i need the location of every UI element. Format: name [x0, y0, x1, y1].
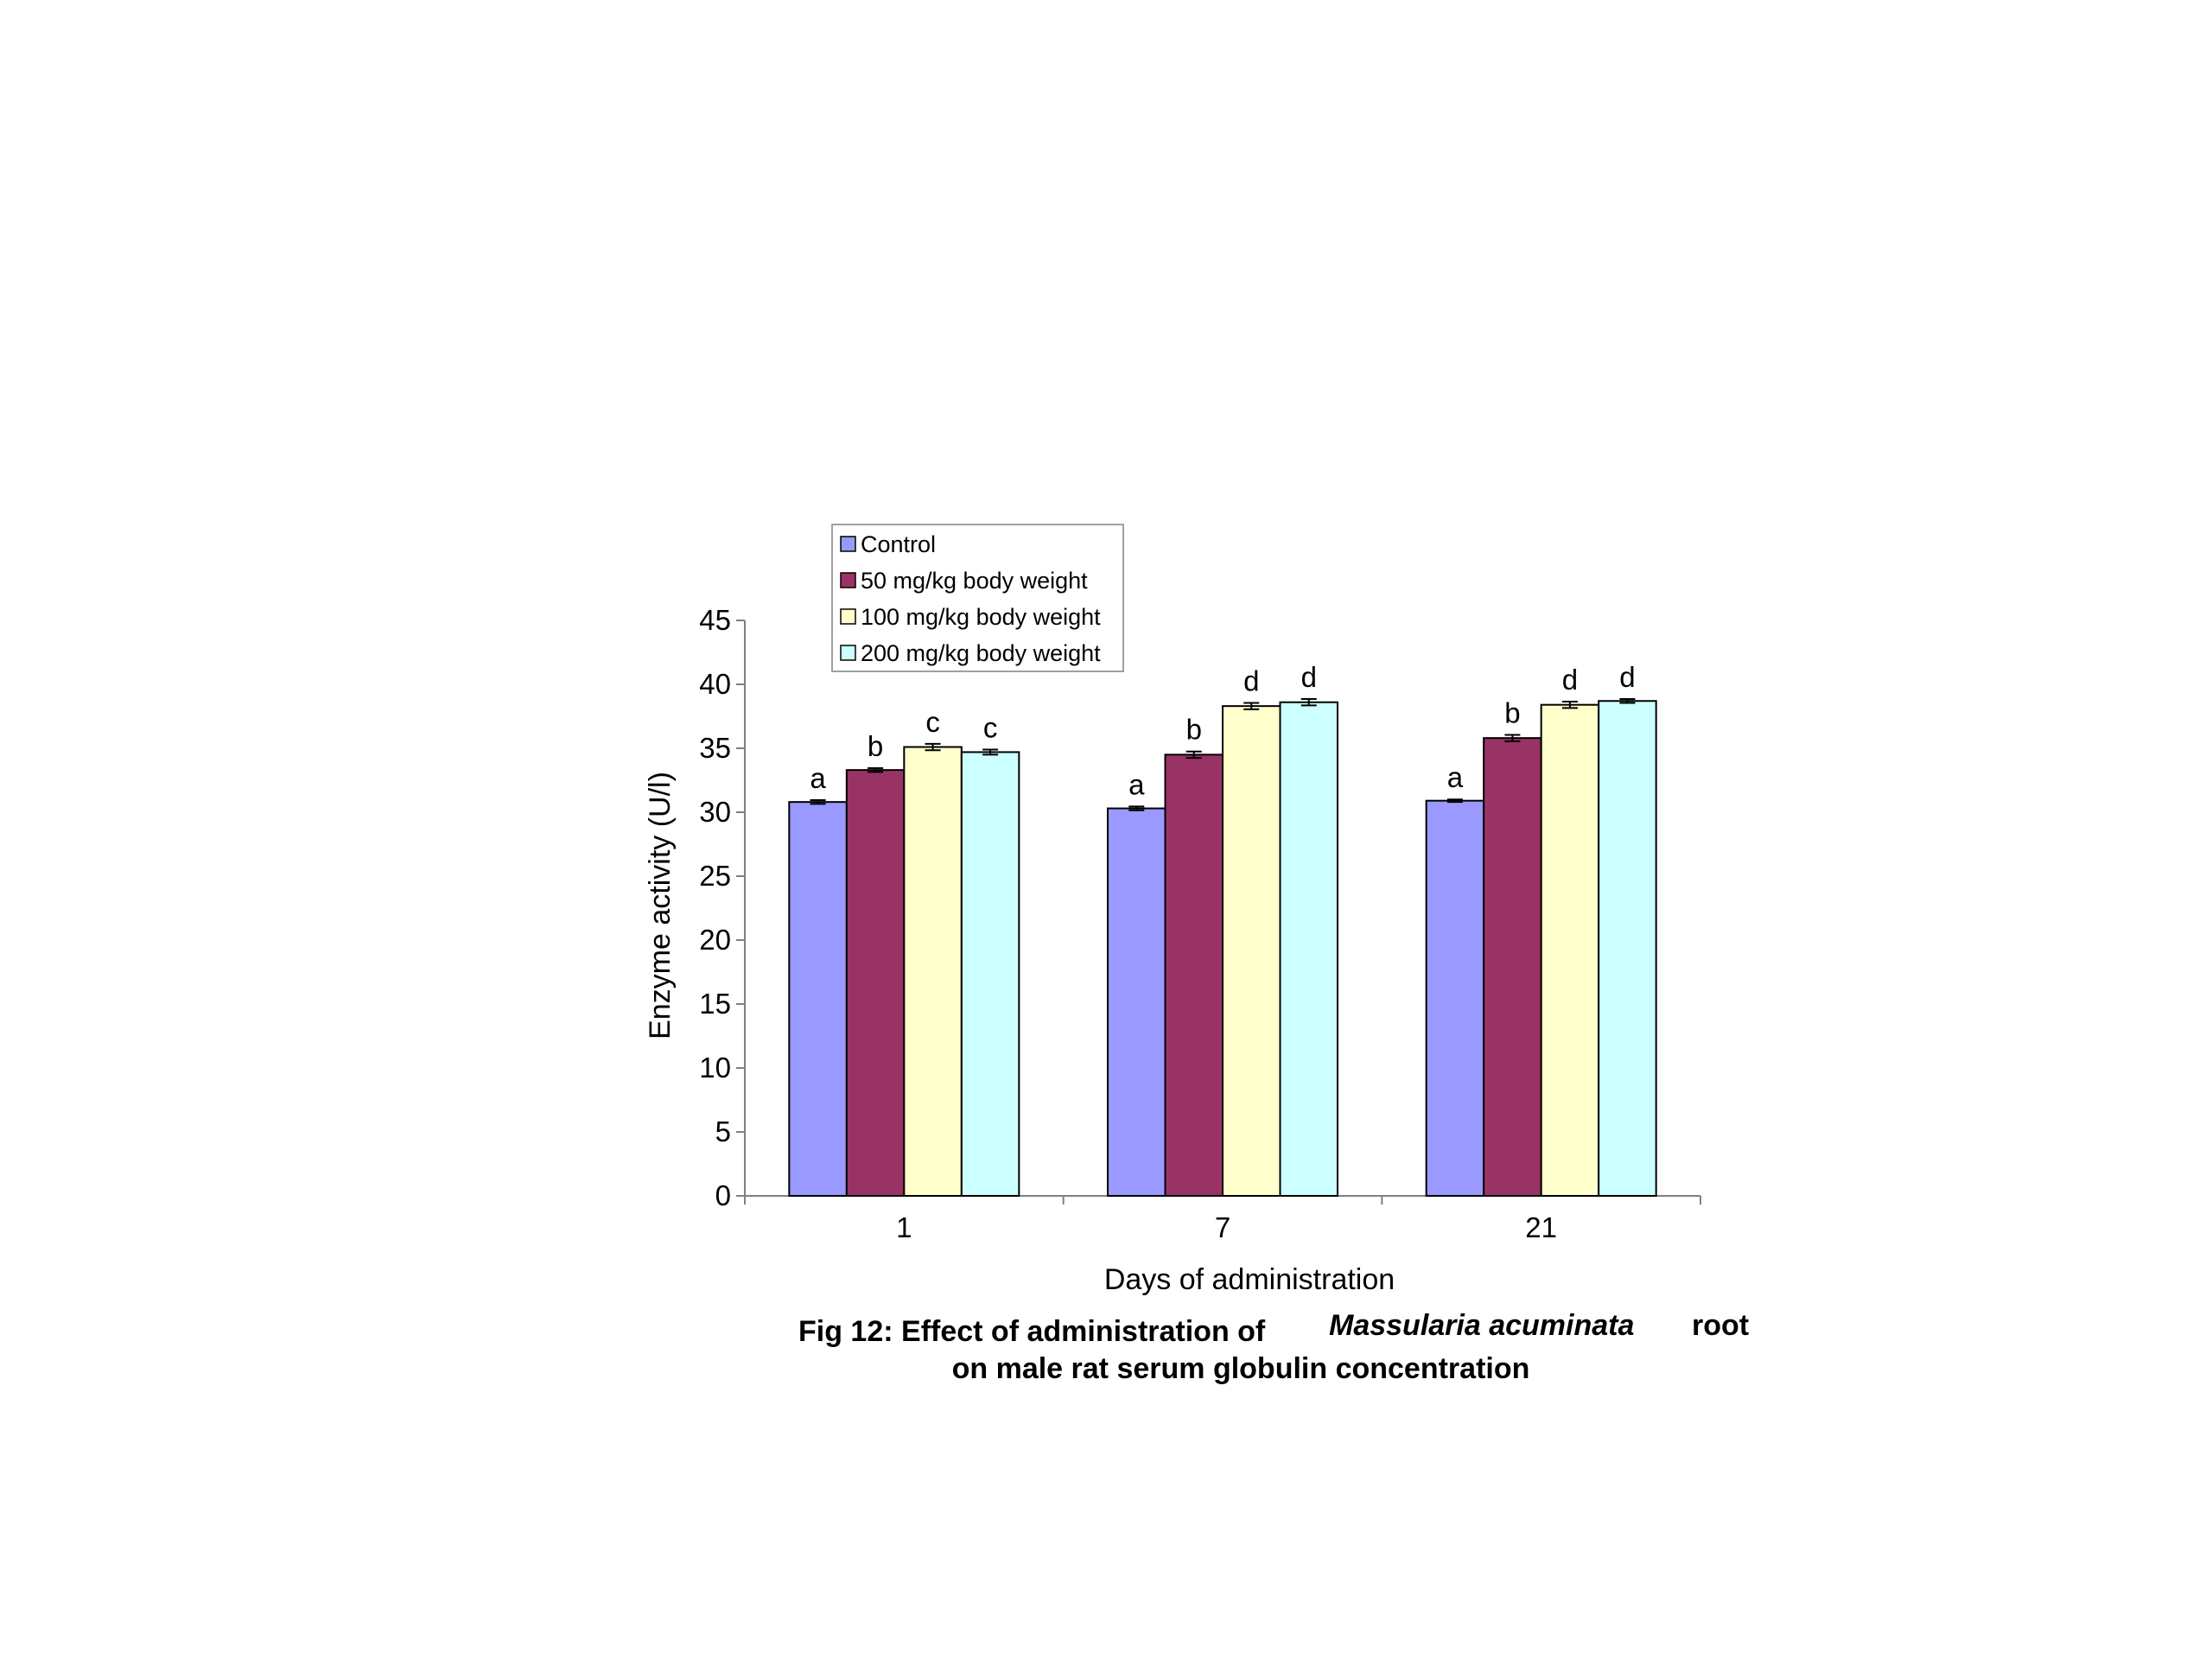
significance-letter: a	[1447, 761, 1464, 793]
significance-letter: c	[925, 706, 940, 738]
legend-label: 50 mg/kg body weight	[861, 568, 1088, 594]
significance-letter: b	[1504, 696, 1520, 728]
x-tick-label: 21	[1525, 1211, 1557, 1243]
y-tick-label: 5	[715, 1116, 731, 1147]
caption-species-name: Massularia acuminata	[1329, 1309, 1634, 1342]
y-tick-label: 15	[699, 988, 731, 1020]
y-tick-label: 40	[699, 668, 731, 700]
bar	[1598, 700, 1657, 1197]
significance-letter: c	[983, 711, 998, 743]
bar	[960, 751, 1020, 1197]
y-tick-label: 0	[715, 1179, 731, 1211]
legend-label: 100 mg/kg body weight	[861, 604, 1101, 630]
plot-area: 0 5 10 15 20 25 30 35 40 45 a b c c 1 a b d d 7 a b d d 21	[699, 604, 1701, 1243]
x-tick-label: 7	[1215, 1211, 1230, 1243]
legend-box	[831, 524, 1124, 672]
y-tick-label: 10	[699, 1052, 731, 1084]
x-axis-title: Days of administration	[1104, 1263, 1395, 1296]
bar	[1107, 807, 1166, 1197]
legend-label: Control	[861, 531, 936, 557]
significance-letter: a	[810, 762, 826, 794]
legend: Control 50 mg/kg body weight 100 mg/kg bod…	[831, 524, 1124, 672]
bar	[903, 746, 963, 1197]
bar	[1222, 705, 1281, 1197]
y-tick-label: 35	[699, 732, 731, 764]
y-tick-label: 45	[699, 604, 731, 636]
caption-line-1-suffix: root	[1692, 1309, 1749, 1342]
significance-letter: b	[1186, 714, 1202, 746]
y-axis-title: Enzyme activity (U/l)	[644, 772, 677, 1039]
significance-letter: d	[1243, 664, 1259, 696]
bar	[1425, 799, 1485, 1197]
legend-swatch	[840, 536, 856, 552]
bar	[788, 801, 848, 1197]
caption-line-2: on male rat serum globulin concentration	[952, 1352, 1530, 1385]
significance-letter: b	[868, 730, 883, 762]
bar	[1279, 701, 1338, 1197]
legend-swatch	[840, 645, 856, 661]
legend-swatch	[840, 572, 856, 588]
x-tick-label: 1	[896, 1211, 912, 1243]
y-tick-label: 30	[699, 796, 731, 828]
bar	[1540, 703, 1600, 1197]
y-tick-label: 25	[699, 860, 731, 892]
significance-letter: d	[1562, 664, 1578, 696]
bar	[845, 769, 906, 1197]
y-tick-label: 20	[699, 924, 731, 956]
significance-letter: d	[1301, 661, 1317, 693]
legend-swatch	[840, 608, 856, 625]
significance-letter: a	[1128, 768, 1145, 800]
legend-label: 200 mg/kg body weight	[861, 640, 1101, 666]
bar	[1483, 737, 1542, 1197]
caption-line-1-prefix: Fig 12: Effect of administration of	[798, 1315, 1266, 1348]
significance-letter: d	[1619, 661, 1635, 693]
bar	[1164, 753, 1224, 1198]
